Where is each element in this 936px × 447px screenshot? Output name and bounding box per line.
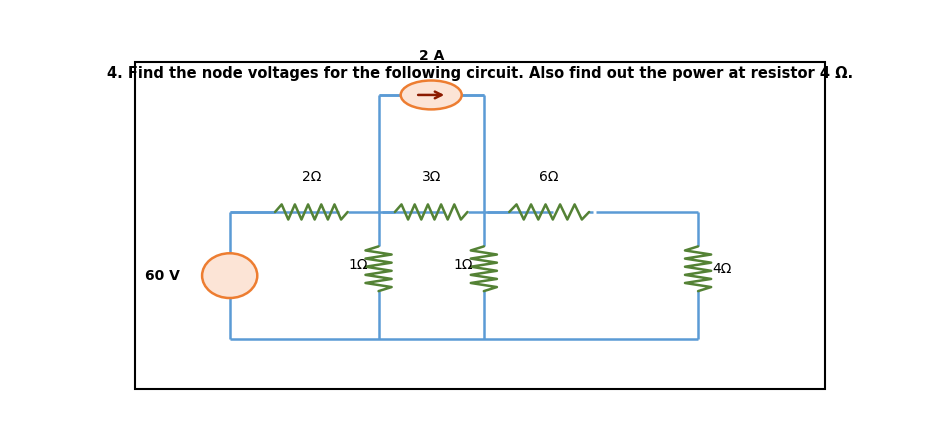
Text: 1Ω: 1Ω [453,258,473,272]
Text: 3Ω: 3Ω [421,170,441,185]
Circle shape [401,80,461,110]
Text: 2 A: 2 A [418,49,444,63]
Text: 6Ω: 6Ω [539,170,559,185]
Text: −: − [223,277,236,291]
FancyBboxPatch shape [135,62,825,389]
Text: 4. Find the node voltages for the following circuit. Also find out the power at : 4. Find the node voltages for the follow… [107,66,853,81]
Text: 4Ω: 4Ω [711,262,731,276]
Text: 60 V: 60 V [145,269,180,283]
Ellipse shape [202,253,257,298]
Text: 2Ω: 2Ω [301,170,321,185]
Text: 1Ω: 1Ω [348,258,367,272]
Text: +: + [224,261,235,274]
